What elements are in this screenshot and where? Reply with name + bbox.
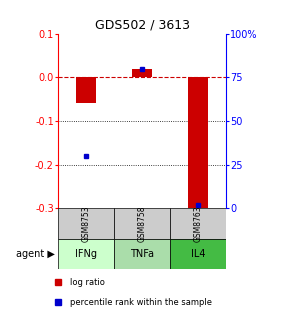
Bar: [58, 208, 114, 239]
Bar: [76, 77, 96, 103]
Bar: [188, 77, 208, 208]
Text: IL4: IL4: [191, 249, 205, 259]
Bar: [170, 208, 226, 239]
Text: agent ▶: agent ▶: [16, 249, 55, 259]
Text: GSM8763: GSM8763: [194, 205, 203, 242]
Text: percentile rank within the sample: percentile rank within the sample: [70, 298, 212, 307]
Bar: [170, 239, 226, 269]
Bar: [114, 239, 170, 269]
Bar: [58, 239, 114, 269]
Text: GSM8758: GSM8758: [137, 205, 147, 242]
Text: IFNg: IFNg: [75, 249, 97, 259]
Text: GDS502 / 3613: GDS502 / 3613: [95, 18, 190, 32]
Text: log ratio: log ratio: [70, 278, 104, 287]
Text: GSM8753: GSM8753: [81, 205, 90, 242]
Text: TNFa: TNFa: [130, 249, 154, 259]
Bar: [114, 208, 170, 239]
Bar: [132, 69, 152, 77]
